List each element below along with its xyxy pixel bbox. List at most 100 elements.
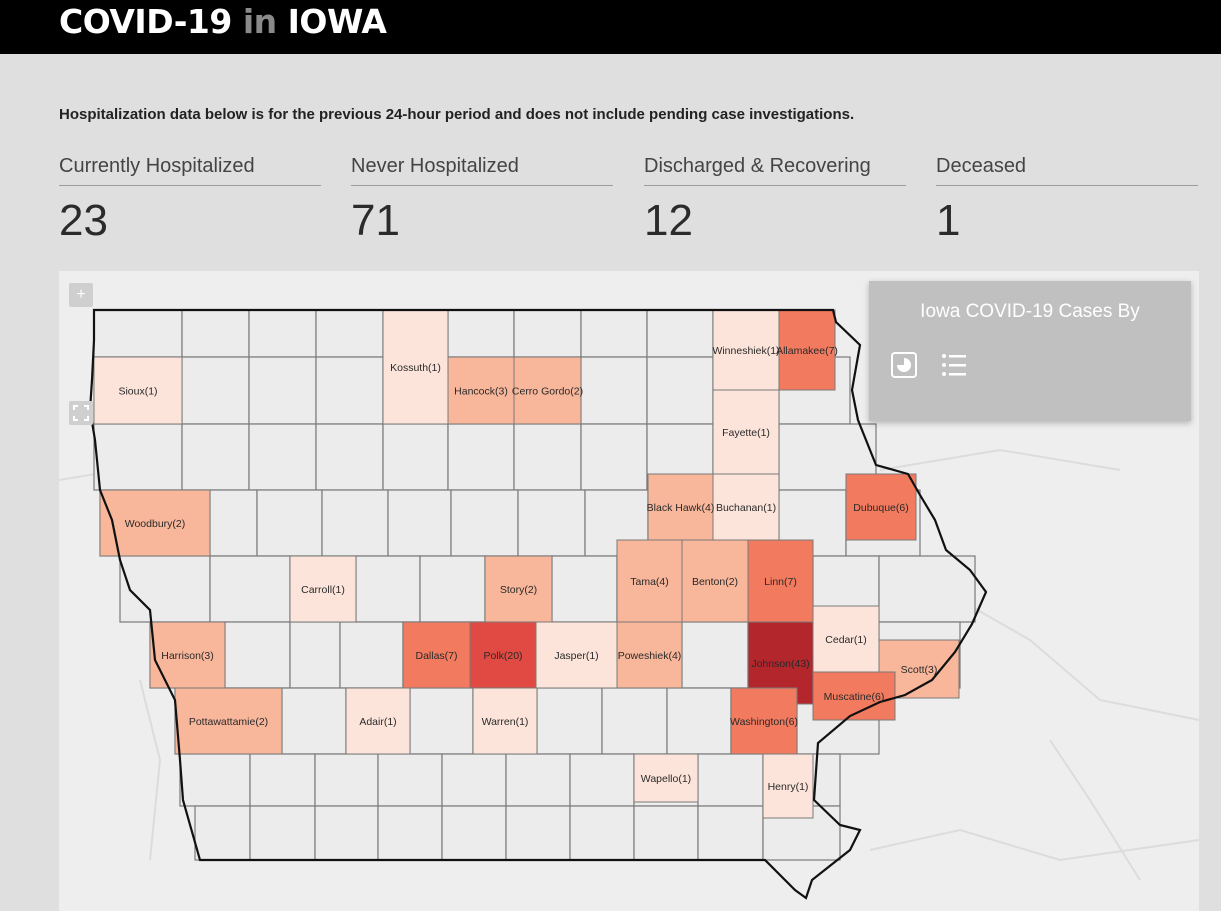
county-cell[interactable]: [447, 309, 515, 358]
county-shape[interactable]: [99, 489, 211, 557]
county-cell[interactable]: [681, 621, 749, 689]
county-shape[interactable]: [382, 309, 449, 425]
county-shape[interactable]: [402, 621, 471, 689]
county-cell[interactable]: [181, 356, 250, 425]
county-shape[interactable]: [712, 473, 780, 541]
county-cell[interactable]: [281, 687, 347, 755]
county-cell[interactable]: [697, 805, 764, 861]
county-cell[interactable]: [513, 423, 582, 491]
county-cell[interactable]: [355, 555, 421, 623]
county-shape[interactable]: [712, 309, 780, 391]
county-cell[interactable]: [382, 423, 449, 491]
title-in: in: [242, 2, 277, 41]
county-cell[interactable]: [666, 687, 732, 755]
county-cell[interactable]: [248, 356, 317, 425]
county-cell[interactable]: [441, 805, 507, 861]
county-cell[interactable]: [339, 621, 404, 689]
county-cell[interactable]: [447, 423, 515, 491]
county-cell[interactable]: [646, 309, 714, 358]
title-suffix: IOWA: [287, 2, 387, 41]
county-cell[interactable]: [646, 356, 714, 425]
list-button[interactable]: [941, 352, 967, 383]
county-cell[interactable]: [419, 555, 486, 623]
county-cell[interactable]: [569, 753, 635, 807]
county-shape[interactable]: [616, 539, 683, 623]
county-cell[interactable]: [315, 309, 384, 358]
county-cell[interactable]: [249, 753, 316, 807]
county-cell[interactable]: [93, 309, 183, 358]
county-cell[interactable]: [209, 555, 291, 623]
zoom-in-button[interactable]: +: [69, 283, 93, 307]
county-cell[interactable]: [377, 805, 443, 861]
county-cell[interactable]: [256, 489, 323, 557]
county-shape[interactable]: [535, 621, 618, 689]
county-shape[interactable]: [289, 555, 357, 623]
county-label: Washington(6): [730, 716, 798, 728]
county-cell[interactable]: [450, 489, 519, 557]
county-cell[interactable]: [505, 753, 571, 807]
county-label: Benton(2): [692, 576, 738, 588]
county-cell[interactable]: [315, 423, 384, 491]
county-cell[interactable]: [513, 309, 582, 358]
county-cell[interactable]: [517, 489, 586, 557]
fullscreen-button[interactable]: [69, 401, 93, 425]
county-cell[interactable]: [580, 423, 648, 491]
county-cell[interactable]: [878, 555, 976, 623]
county-cell[interactable]: [224, 621, 291, 689]
county-cell[interactable]: [580, 309, 648, 358]
county-cell[interactable]: [119, 555, 211, 623]
county-cell[interactable]: [248, 309, 317, 358]
county-shape[interactable]: [484, 555, 553, 623]
county-cell[interactable]: [580, 356, 648, 425]
county-cell[interactable]: [377, 753, 443, 807]
county-shape[interactable]: [345, 687, 411, 755]
county-label: Tama(4): [630, 576, 669, 588]
county-shape[interactable]: [472, 687, 538, 755]
county-cell[interactable]: [569, 805, 635, 861]
county-cell[interactable]: [314, 805, 379, 861]
county-shape[interactable]: [812, 605, 880, 673]
county-shape[interactable]: [712, 389, 780, 475]
county-shape[interactable]: [747, 539, 814, 623]
county-cell[interactable]: [409, 687, 474, 755]
county-cell[interactable]: [633, 805, 699, 861]
county-cell[interactable]: [209, 489, 258, 557]
background-roads: [59, 448, 1199, 881]
county-cell[interactable]: [314, 753, 379, 807]
county-cell[interactable]: [181, 309, 250, 358]
county-shape[interactable]: [616, 621, 683, 689]
title-prefix: COVID-19: [59, 2, 232, 41]
county-cell[interactable]: [93, 423, 183, 491]
county-cell[interactable]: [441, 753, 507, 807]
county-cell[interactable]: [315, 356, 384, 425]
county-shape[interactable]: [812, 671, 896, 721]
county-shape[interactable]: [633, 753, 699, 803]
county-cell[interactable]: [387, 489, 452, 557]
iowa-map-svg[interactable]: Sioux(1) Kossuth(1) Hancock(3) Cerro Gordo(…: [59, 271, 1199, 911]
county-shape[interactable]: [647, 473, 714, 541]
county-shape[interactable]: [681, 539, 749, 623]
county-cell[interactable]: [249, 805, 316, 861]
county-cell[interactable]: [289, 621, 341, 689]
county-cell[interactable]: [321, 489, 389, 557]
county-shape[interactable]: [447, 356, 515, 425]
county-shape[interactable]: [845, 473, 917, 541]
county-shape[interactable]: [93, 356, 183, 425]
county-shape[interactable]: [762, 753, 814, 819]
county-cell[interactable]: [179, 753, 251, 807]
county-shape[interactable]: [174, 687, 283, 755]
county-cell[interactable]: [194, 805, 251, 861]
county-cell[interactable]: [505, 805, 571, 861]
county-cell[interactable]: [181, 423, 250, 491]
county-cell[interactable]: [697, 753, 764, 807]
stat-never-hospitalized: Never Hospitalized 71: [351, 155, 613, 246]
county-cell[interactable]: [601, 687, 668, 755]
pie-chart-button[interactable]: [891, 352, 917, 383]
county-cell[interactable]: [248, 423, 317, 491]
county-shape[interactable]: [513, 356, 582, 425]
county-shape[interactable]: [730, 687, 798, 755]
county-cell[interactable]: [551, 555, 618, 623]
stat-value: 1: [936, 196, 961, 245]
county-shape[interactable]: [778, 309, 836, 391]
county-cell[interactable]: [536, 687, 603, 755]
